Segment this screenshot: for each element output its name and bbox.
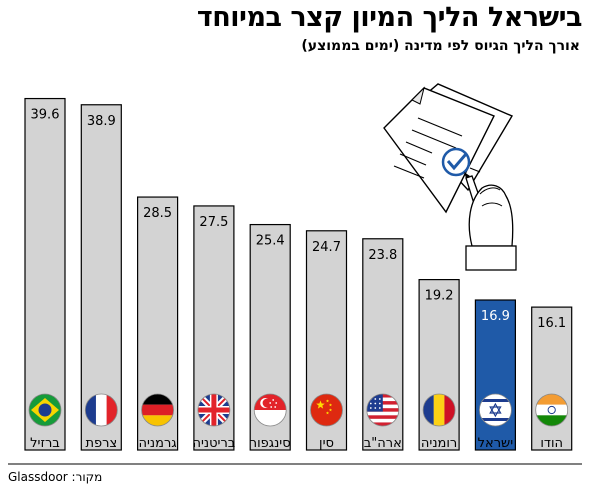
value-label: 16.9: [481, 309, 510, 324]
hand-icon: [468, 184, 514, 247]
bar-group-singapore: 25.4 סינגפור: [249, 223, 291, 451]
category-label: גרמניה: [139, 436, 177, 451]
value-label: 27.5: [199, 215, 228, 230]
category-label: סינגפור: [250, 436, 291, 451]
bar-group-france: 38.9 צרפת: [80, 104, 122, 451]
value-label: 39.6: [31, 108, 60, 123]
category-label: הודו: [540, 436, 563, 451]
bar: [80, 104, 122, 451]
value-label: 19.2: [425, 289, 454, 304]
germany-flag: [141, 393, 175, 427]
bar-group-usa: 23.8 ארה"ב: [362, 238, 404, 451]
france-flag: [84, 393, 118, 427]
value-label: 16.1: [537, 316, 566, 331]
category-label: ברזיל: [30, 436, 60, 451]
category-label: ישראל: [478, 436, 514, 451]
chart-subtitle: אורך הליך הגיוס לפי מדינה (ימים בממוצע): [301, 38, 580, 54]
israel-flag: [478, 393, 512, 427]
uk-flag: [197, 393, 231, 427]
category-label: סין: [319, 436, 334, 451]
value-label: 25.4: [256, 234, 285, 249]
value-label: 24.7: [312, 240, 341, 255]
bar-group-germany: 28.5 גרמניה: [137, 196, 179, 451]
bar-group-brazil: 39.6 ברזיל: [24, 97, 66, 451]
india-flag: [535, 393, 569, 427]
brazil-flag: [28, 393, 62, 427]
category-label: צרפת: [85, 436, 117, 451]
bar-group-india: 16.1 הודו: [531, 306, 573, 451]
bar: [24, 97, 66, 451]
category-label: רומניה: [421, 436, 457, 451]
china-flag: [310, 393, 343, 427]
category-label: ארה"ב: [364, 436, 402, 451]
chart-title: בישראל הליך המיון קצר במיוחד: [196, 2, 583, 33]
bar-group-israel: 16.9 ישראל: [474, 299, 516, 451]
checkmark-icon: [441, 147, 471, 177]
romania-flag: [422, 393, 456, 427]
category-label: בריטניה: [193, 436, 236, 451]
document-illustration: [383, 83, 517, 271]
bar-group-china: 24.7 סין: [305, 230, 348, 451]
usa-flag: [366, 393, 400, 427]
value-label: 28.5: [143, 206, 172, 221]
bar-group-uk: 27.5 בריטניה: [193, 205, 236, 451]
bar-group-romania: 19.2 רומניה: [418, 279, 460, 451]
value-label: 23.8: [368, 248, 397, 263]
singapore-flag: [253, 393, 287, 427]
value-label: 38.9: [87, 114, 116, 129]
source-note: מקור: Glassdoor: [8, 470, 103, 484]
